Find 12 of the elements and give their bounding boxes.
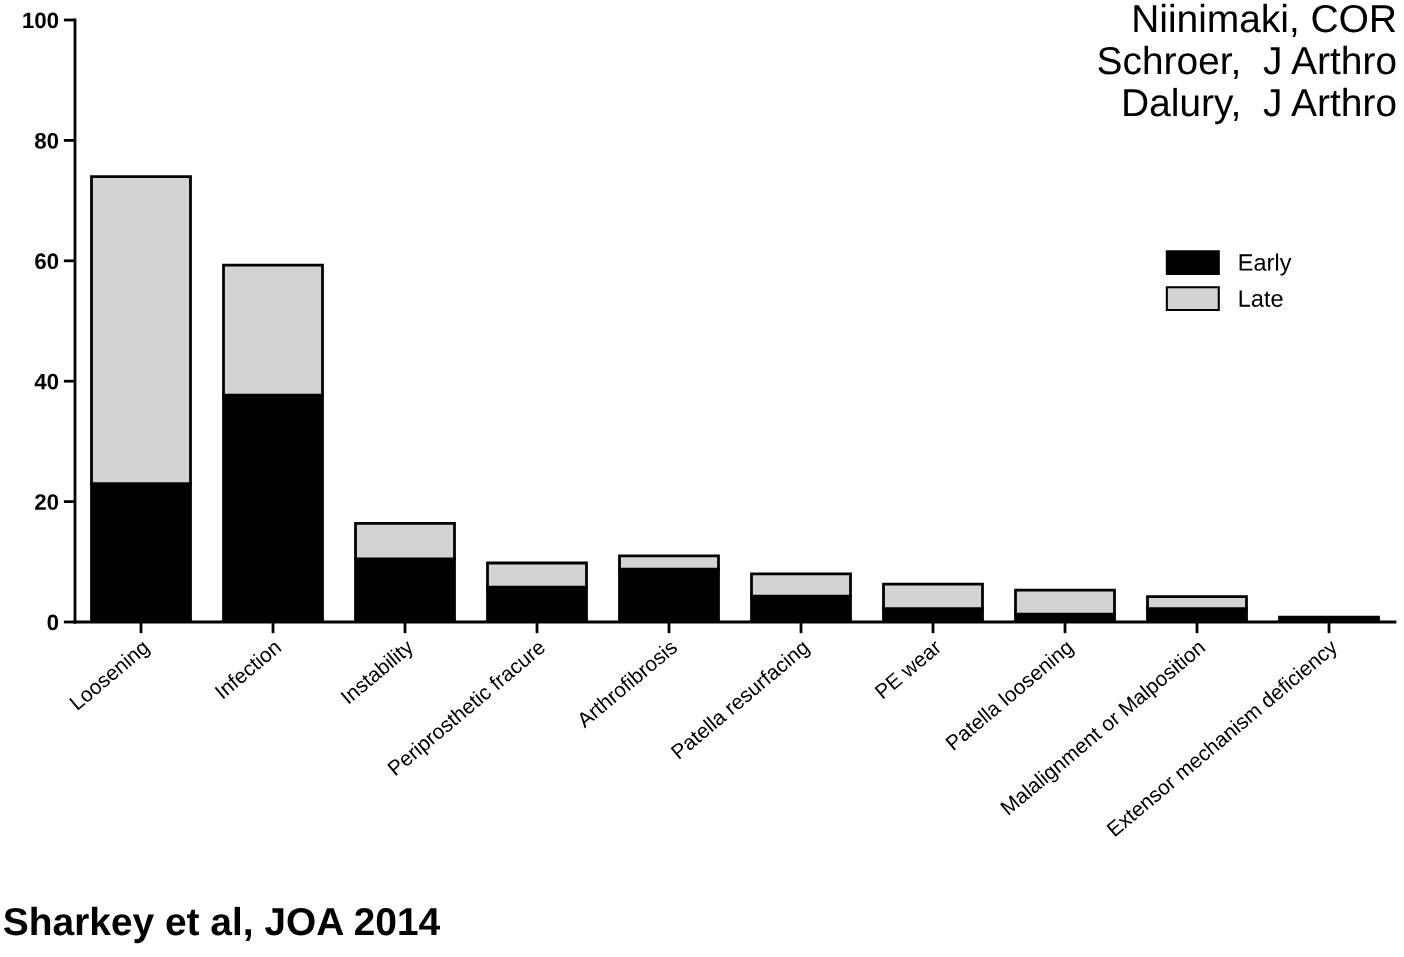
y-tick-label: 80 xyxy=(35,132,59,149)
y-tick-label: 20 xyxy=(35,494,59,510)
y-tick-label: 40 xyxy=(34,373,59,390)
annotation: Schroer, J Arthro xyxy=(1098,45,1396,80)
annotation: Niinimaki, COR xyxy=(1134,3,1396,38)
text: Sharkey et al, JOA 2014 xyxy=(3,906,440,944)
y-tick-label: 0 xyxy=(47,614,59,631)
y-tick-label: 100 xyxy=(23,12,59,29)
y-tick-label: 60 xyxy=(35,253,59,270)
legend-label: Late xyxy=(1239,290,1283,307)
legend-label: Early xyxy=(1239,253,1292,276)
annotation: Dalury, J Arthro xyxy=(1124,87,1396,125)
